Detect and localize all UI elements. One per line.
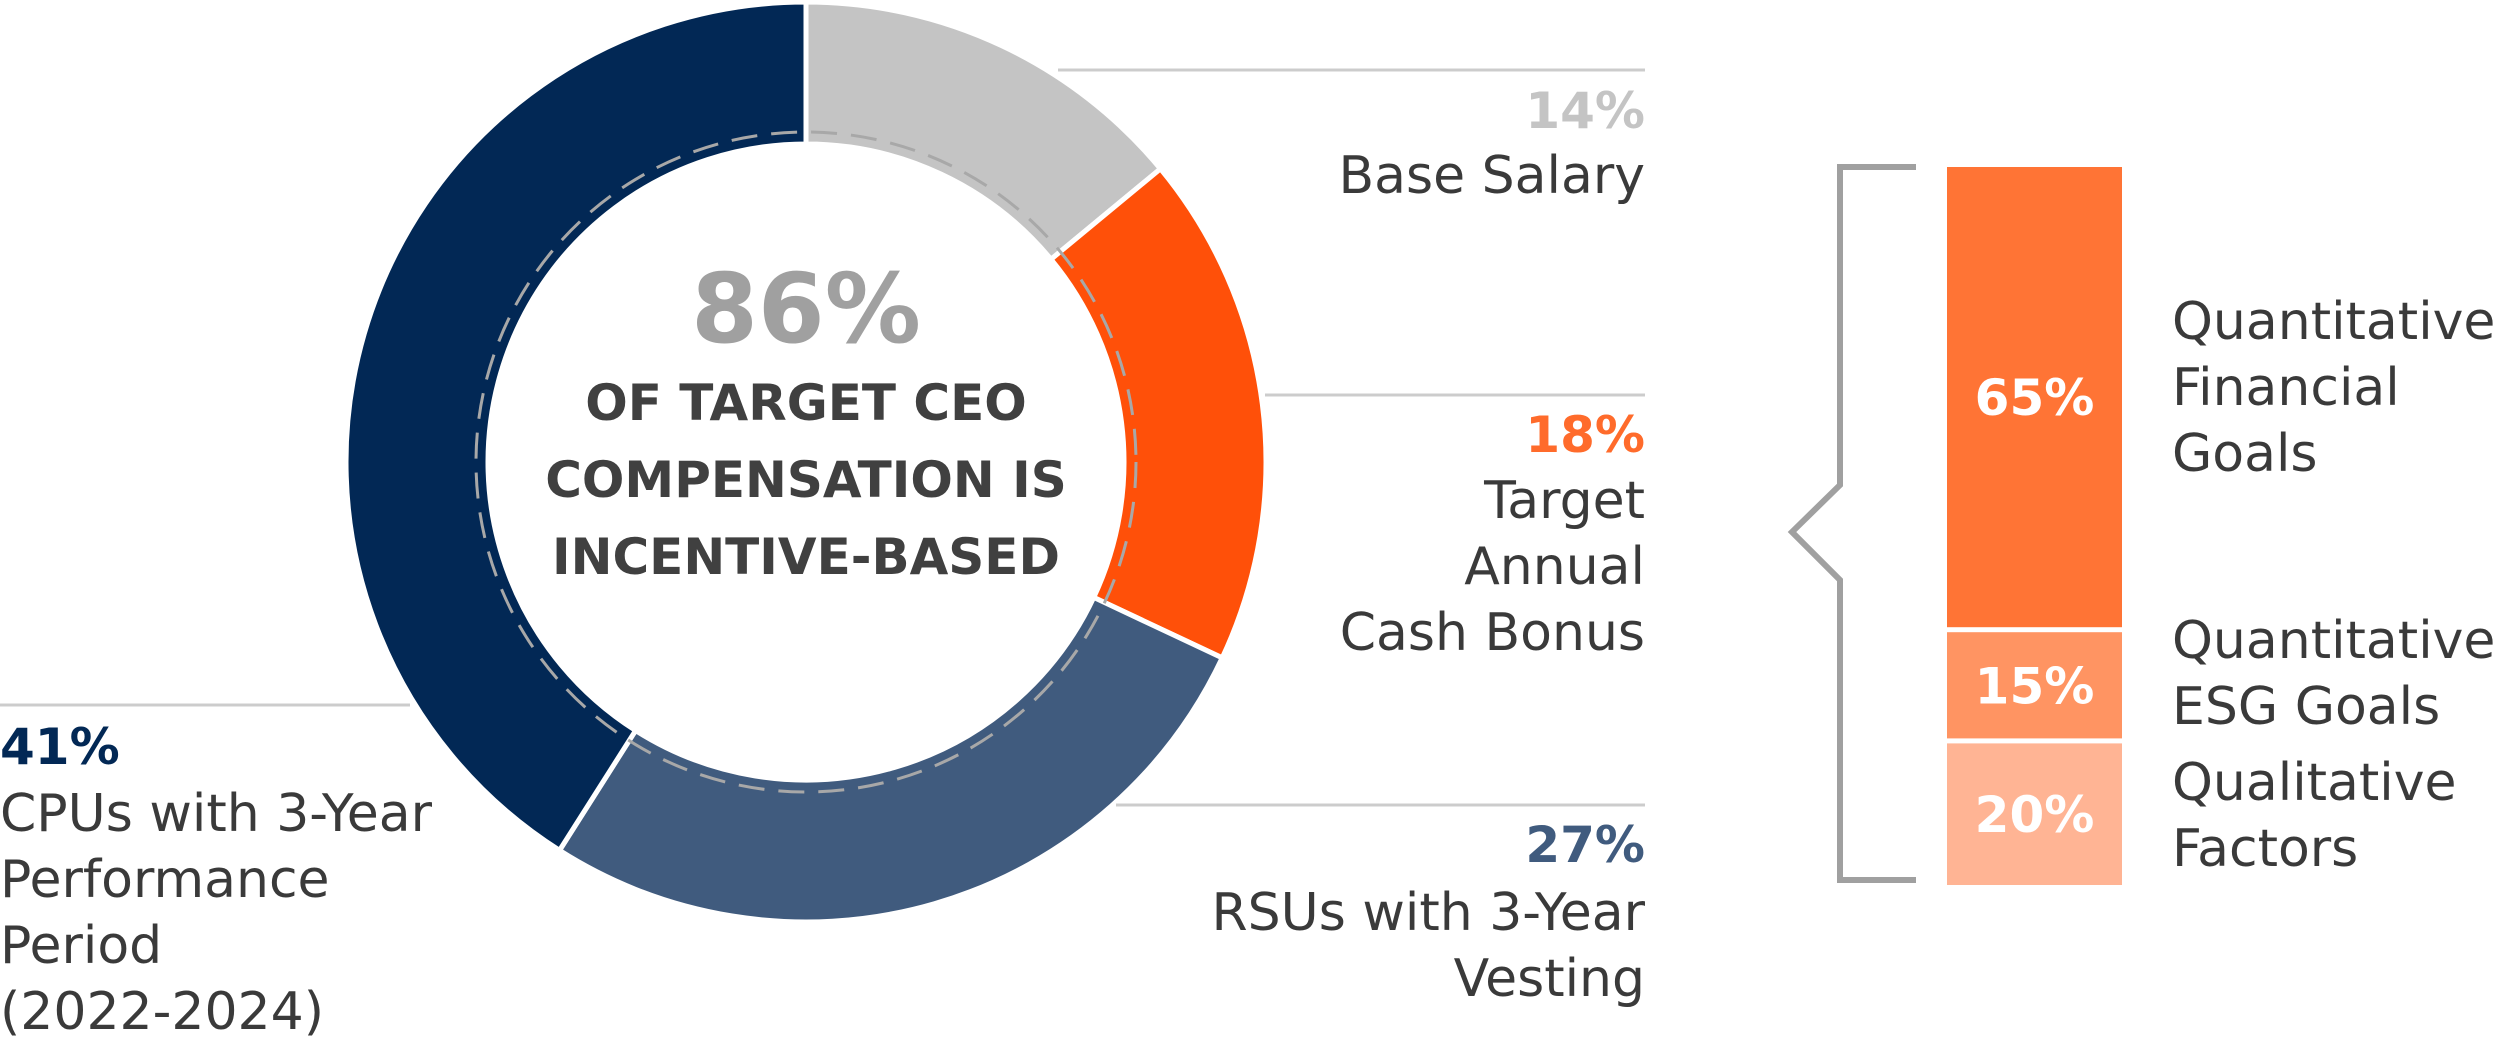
donut-slice-3: [343, 0, 809, 854]
donut-slice-2: [556, 594, 1226, 925]
bar-segment-label: Qualitative: [2172, 753, 2457, 813]
center-text-line: COMPENSATION IS: [545, 451, 1067, 509]
slice-percent-label: 18%: [1525, 406, 1645, 464]
bar-segment-label: Quantitative: [2172, 292, 2495, 352]
bar-segment-label: Goals: [2172, 424, 2318, 484]
slice-name-label: Performance: [0, 850, 330, 910]
slice-name-label: Vesting: [1454, 949, 1645, 1009]
bar-segment-percent: 15%: [1975, 657, 2095, 715]
bar-segment-label: ESG Goals: [2172, 677, 2440, 737]
slice-name-label: Annual: [1464, 537, 1645, 597]
bar-segment-label: Quantitative: [2172, 611, 2495, 671]
bar-segment-label: Financial: [2172, 358, 2400, 418]
slice-name-label: Target: [1483, 471, 1645, 531]
bracket: [1787, 164, 1916, 883]
bar-segment-0: [1947, 167, 2122, 628]
slice-name-label: CPUs with 3-Year: [0, 784, 433, 844]
slice-name-label: Cash Bonus: [1340, 603, 1645, 663]
bar-segment-label: Factors: [2172, 819, 2358, 879]
bar-segment-1: [1947, 632, 2122, 739]
slice-name-label: RSUs with 3-Year: [1212, 883, 1646, 943]
center-value: 86%: [691, 253, 921, 365]
bar-segment-percent: 20%: [1975, 786, 2095, 844]
bar-segment-2: [1947, 743, 2122, 885]
slice-name-label: (2022-2024): [0, 982, 324, 1042]
slice-percent-label: 41%: [0, 718, 120, 776]
dashed-inner-ring: [474, 130, 1138, 794]
center-text-line: OF TARGET CEO: [585, 374, 1027, 432]
bar-segment-percent: 65%: [1975, 369, 2095, 427]
slice-name-label: Period: [0, 916, 162, 976]
donut-slice-1: [1047, 165, 1269, 662]
slice-percent-label: 14%: [1525, 82, 1645, 140]
center-text-line: INCENTIVE-BASED: [552, 528, 1060, 586]
slice-name-label: Base Salary: [1339, 146, 1646, 206]
slice-percent-label: 27%: [1525, 816, 1645, 874]
